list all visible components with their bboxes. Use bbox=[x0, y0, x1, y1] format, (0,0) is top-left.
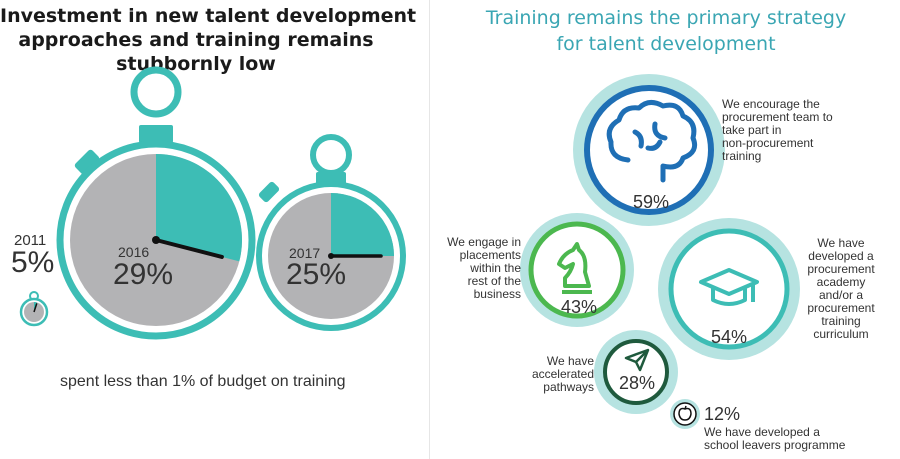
graduation-cap-icon bbox=[699, 268, 759, 306]
statement-line: training bbox=[821, 314, 861, 328]
circle-54 bbox=[658, 218, 800, 360]
year-2016-label: 2016 bbox=[118, 244, 150, 260]
stopwatch-graphics bbox=[19, 66, 406, 340]
statement-line: pathways bbox=[543, 380, 594, 394]
statement-line: accelerated bbox=[531, 367, 594, 381]
stopwatch-2011-icon bbox=[19, 291, 49, 327]
statement-line: non-procurement bbox=[722, 136, 814, 150]
statement-line: placements bbox=[459, 248, 521, 262]
circle-28 bbox=[594, 330, 678, 414]
chess-knight-icon bbox=[557, 242, 592, 294]
statement-line: We have developed a bbox=[704, 425, 820, 439]
statement-line: academy bbox=[816, 275, 866, 289]
stopwatch-2017-icon bbox=[256, 134, 406, 331]
strategy-circles bbox=[520, 74, 800, 429]
value-2011: 5% bbox=[11, 246, 55, 279]
statement-line: curriculum bbox=[813, 327, 869, 341]
apple-icon bbox=[678, 405, 692, 421]
statement-line: and/or a bbox=[818, 288, 864, 302]
value-54: 54% bbox=[711, 327, 748, 347]
circle-43 bbox=[520, 213, 634, 327]
stopwatch-2016-icon bbox=[56, 66, 256, 340]
statement-line: within the bbox=[470, 261, 521, 275]
statement-12: We have developed a school leavers progr… bbox=[704, 426, 845, 452]
paper-plane-icon bbox=[624, 348, 650, 372]
statement-28: We have accelerated pathways bbox=[516, 355, 594, 394]
right-panel-title: Training remains the primary strategy fo… bbox=[432, 5, 900, 57]
value-2016: 29% bbox=[113, 258, 174, 291]
statement-line: training bbox=[722, 149, 762, 163]
statement-54: We have developed a procurement academy … bbox=[792, 237, 890, 341]
statement-line: school leavers programme bbox=[704, 438, 846, 452]
value-2017: 25% bbox=[286, 258, 347, 291]
statement-line: business bbox=[473, 287, 521, 301]
circle-12 bbox=[670, 399, 700, 429]
statement-line: We have bbox=[546, 354, 594, 368]
statement-line: procurement bbox=[807, 301, 875, 315]
value-28: 28% bbox=[619, 373, 656, 393]
year-2011-label: 2011 bbox=[14, 232, 47, 249]
panel-divider bbox=[429, 0, 430, 459]
value-59: 59% bbox=[633, 192, 670, 212]
value-12: 12% bbox=[704, 404, 741, 424]
statement-line: developed a bbox=[808, 249, 874, 263]
left-title-line: Investment in new talent development bbox=[0, 5, 417, 27]
year-2017-label: 2017 bbox=[289, 245, 321, 261]
statement-line: We engage in bbox=[447, 235, 521, 249]
statement-line: take part in bbox=[722, 123, 782, 137]
left-panel-title: Investment in new talent development app… bbox=[0, 4, 417, 76]
statement-line: procurement team to bbox=[722, 110, 833, 124]
value-43: 43% bbox=[561, 297, 598, 317]
right-title-line: for talent development bbox=[556, 33, 776, 55]
statement-43: We engage in placements within the rest … bbox=[441, 236, 521, 301]
statement-line: We encourage the bbox=[722, 97, 820, 111]
statement-line: rest of the bbox=[467, 274, 521, 288]
statement-line: We have bbox=[817, 236, 865, 250]
brain-icon bbox=[606, 100, 698, 183]
right-title-line: Training remains the primary strategy bbox=[485, 7, 847, 29]
statement-59: We encourage the procurement team to tak… bbox=[722, 98, 833, 163]
left-title-line: approaches and training remains bbox=[18, 29, 374, 51]
left-caption: spent less than 1% of budget on training bbox=[60, 373, 346, 390]
statement-line: procurement bbox=[807, 262, 875, 276]
